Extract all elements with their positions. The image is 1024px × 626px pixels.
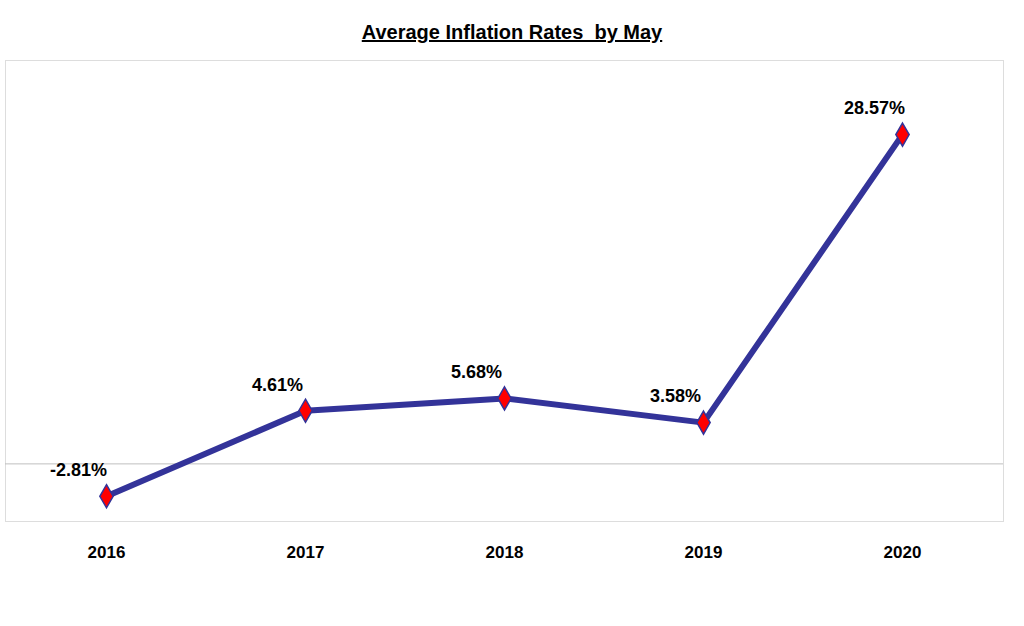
- svg-text:4.61%: 4.61%: [252, 375, 303, 395]
- svg-text:2019: 2019: [685, 543, 723, 562]
- html-text:Average Inflation Rates by May: Average Inflation Rates by May: [361, 21, 663, 43]
- svg-text:2017: 2017: [287, 543, 325, 562]
- svg-text:2016: 2016: [88, 543, 126, 562]
- svg-text:28.57%: 28.57%: [844, 98, 905, 118]
- svg-text:-2.81%: -2.81%: [50, 460, 107, 480]
- svg-text:2018: 2018: [486, 543, 524, 562]
- svg-text:5.68%: 5.68%: [451, 362, 502, 382]
- svg-text:2020: 2020: [884, 543, 922, 562]
- svg-text:3.58%: 3.58%: [650, 386, 701, 406]
